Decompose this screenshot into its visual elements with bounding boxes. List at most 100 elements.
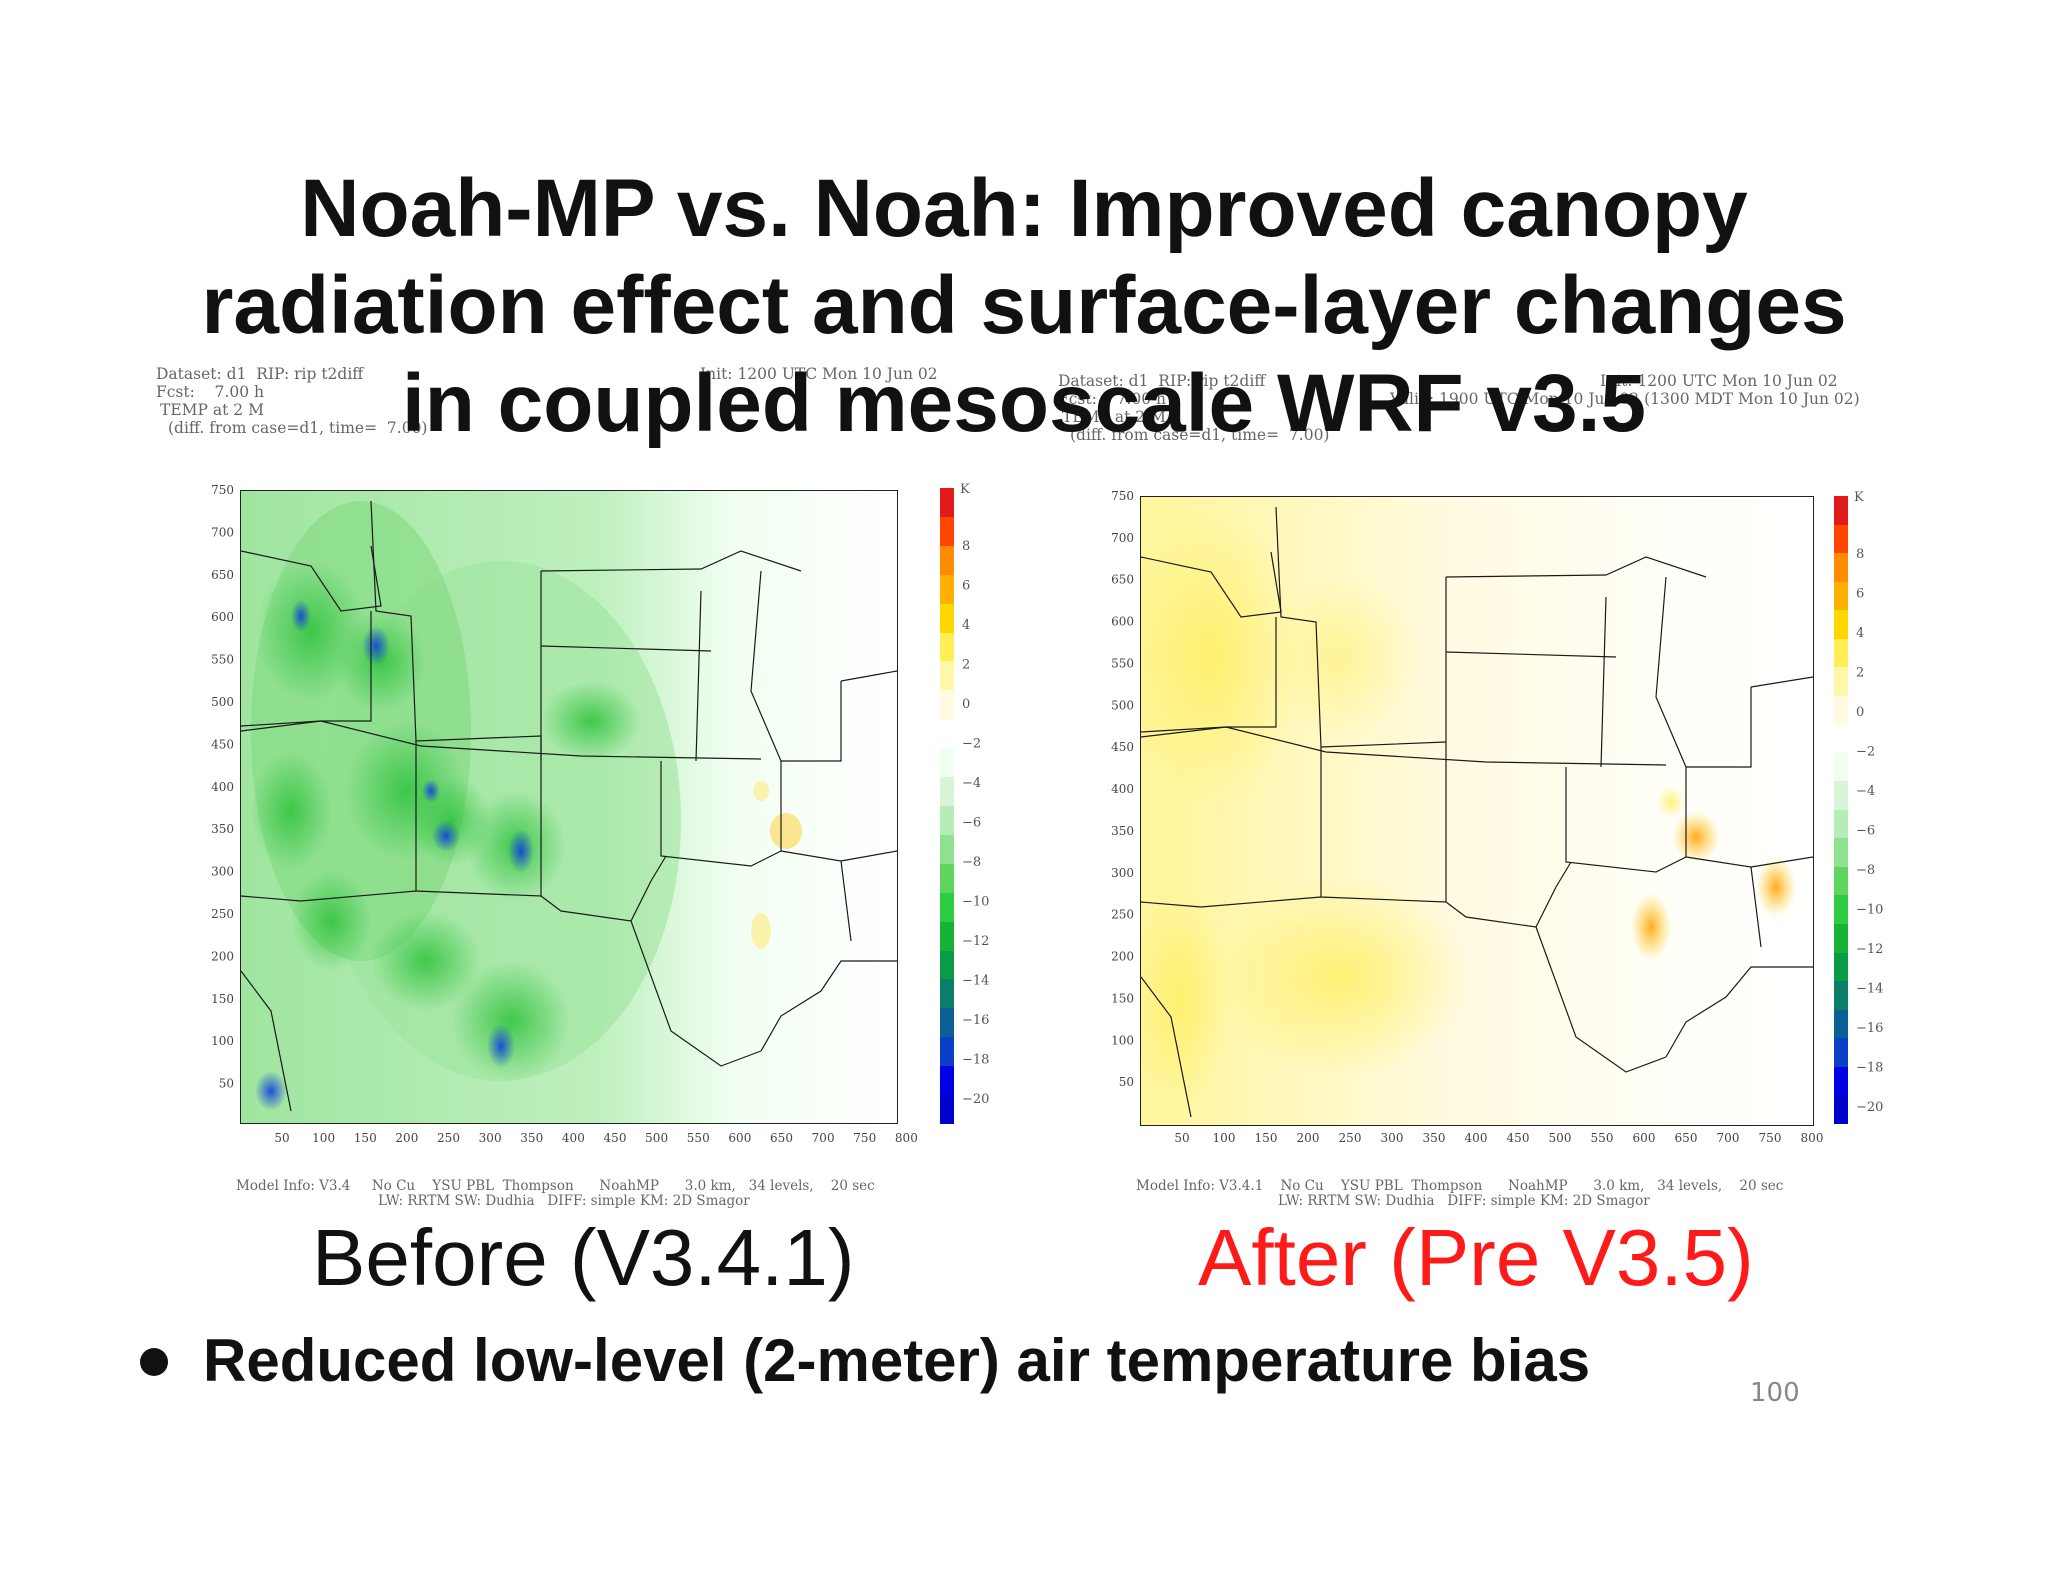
colorbar-label: 0 xyxy=(962,697,970,712)
colorbar-label: −4 xyxy=(962,776,981,791)
y-tick-label: 750 xyxy=(211,484,234,497)
colorbar-label: −14 xyxy=(1856,982,1883,997)
slide-title-line-3: in coupled mesoscale WRF v3.5 xyxy=(401,358,1647,449)
colorbar-label: −14 xyxy=(962,974,989,989)
colorbar-label: −18 xyxy=(962,1053,989,1068)
y-tick-label: 350 xyxy=(1111,824,1134,838)
right-temperature-difference-map xyxy=(1140,496,1814,1126)
colorbar-swatch xyxy=(1834,638,1848,668)
colorbar-swatch xyxy=(940,488,954,517)
y-tick-label: 250 xyxy=(211,907,234,921)
x-tick-label: 50 xyxy=(1174,1131,1189,1145)
left-header-fcst: Fcst: 7.00 h xyxy=(156,383,264,401)
y-tick-label: 50 xyxy=(219,1077,234,1091)
colorbar-label: 6 xyxy=(962,579,970,594)
y-tick-label: 250 xyxy=(1111,908,1134,922)
colorbar-label: −8 xyxy=(1856,863,1875,878)
colorbar-swatch xyxy=(1834,667,1848,696)
colorbar-swatch xyxy=(1834,809,1848,839)
y-tick-label: 400 xyxy=(211,780,234,794)
y-tick-label: 600 xyxy=(1111,615,1134,629)
x-tick-label: 100 xyxy=(1213,1131,1236,1145)
y-tick-label: 350 xyxy=(211,822,234,836)
colorbar-swatch xyxy=(940,1066,954,1096)
y-tick-label: 600 xyxy=(211,610,234,624)
x-tick-label: 700 xyxy=(812,1131,835,1145)
x-tick-label: 400 xyxy=(1465,1131,1488,1145)
colorbar-swatch xyxy=(1834,1038,1848,1067)
colorbar-swatch xyxy=(1834,866,1848,896)
left-x-axis: 50 100 150 200 250 300 350 400 450 500 550 600 650 70… xyxy=(274,1131,917,1145)
slide-title-line-2: radiation effect and surface-layer chang… xyxy=(201,260,1847,351)
y-tick-label: 450 xyxy=(211,737,234,751)
colorbar-label: 4 xyxy=(1856,626,1864,641)
colorbar-label: 2 xyxy=(1856,666,1864,681)
colorbar-swatch xyxy=(1834,981,1848,1010)
x-tick-label: 750 xyxy=(1759,1131,1782,1145)
page-number: 100 xyxy=(1750,1378,1800,1408)
y-tick-label: 200 xyxy=(1111,950,1134,964)
y-tick-label: 500 xyxy=(1111,698,1134,712)
colorbar-swatch xyxy=(940,632,954,662)
colorbar-label: −4 xyxy=(1856,784,1875,799)
right-header-diff: (diff. from case=d1, time= 7.00) xyxy=(1070,426,1330,444)
x-tick-label: 550 xyxy=(1591,1131,1614,1145)
y-tick-label: 700 xyxy=(1111,531,1134,545)
colorbar-swatch xyxy=(1834,724,1848,753)
colorbar-label: −20 xyxy=(962,1092,989,1107)
right-header-fcst: Fcst: 7.00 h xyxy=(1058,390,1166,408)
right-colorbar-unit: K xyxy=(1854,490,1864,505)
colorbar-label: −2 xyxy=(1856,745,1875,760)
colorbar-swatch xyxy=(940,516,954,546)
x-tick-label: 50 xyxy=(274,1131,289,1145)
x-tick-label: 750 xyxy=(853,1131,876,1145)
x-tick-label: 600 xyxy=(1633,1131,1656,1145)
colorbar-swatch xyxy=(1834,838,1848,867)
left-header-init: Init: 1200 UTC Mon 10 Jun 02 xyxy=(700,365,938,383)
colorbar-swatch xyxy=(940,574,954,604)
right-map-field xyxy=(1141,497,1813,1125)
colorbar-swatch xyxy=(1834,496,1848,525)
x-tick-label: 400 xyxy=(562,1131,585,1145)
bullet-text: Reduced low-level (2-meter) air temperat… xyxy=(203,1327,1591,1394)
y-tick-label: 300 xyxy=(211,865,234,879)
colorbar-swatch xyxy=(1834,1066,1848,1096)
colorbar-swatch xyxy=(1834,781,1848,810)
left-map-field xyxy=(241,491,897,1123)
left-y-axis: 750 700 650 600 550 500 450 400 350 300 250 200 150 1… xyxy=(211,484,234,1091)
colorbar-swatch xyxy=(940,834,954,864)
right-x-axis: 50 100 150 200 250 300 350 400 450 500 550 600 650 70… xyxy=(1174,1131,1823,1145)
colorbar-swatch xyxy=(1834,952,1848,982)
y-tick-label: 500 xyxy=(211,695,234,709)
colorbar-swatch xyxy=(1834,581,1848,611)
colorbar-swatch xyxy=(940,690,954,720)
colorbar-swatch xyxy=(940,661,954,691)
right-colorbar-labels: K 8 6 4 2 0 −2 −4 −6 −8 −10 −12 −14 −16 −18 −20 xyxy=(1854,490,1883,1115)
right-y-axis: 750 700 650 600 550 500 450 400 350 300 250 200 150 1… xyxy=(1111,490,1134,1089)
x-tick-label: 500 xyxy=(1549,1131,1572,1145)
colorbar-swatch xyxy=(940,892,954,922)
left-header-field: TEMP at 2 M xyxy=(160,401,264,419)
colorbar-label: −12 xyxy=(962,934,989,949)
colorbar-swatch xyxy=(940,950,954,980)
colorbar-swatch xyxy=(940,1095,954,1124)
y-tick-label: 750 xyxy=(1111,490,1134,503)
colorbar-swatch xyxy=(940,603,954,633)
y-tick-label: 300 xyxy=(1111,866,1134,880)
colorbar-swatch xyxy=(940,1008,954,1038)
colorbar-label: −20 xyxy=(1856,1100,1883,1115)
colorbar-label: −10 xyxy=(1856,903,1883,918)
x-tick-label: 250 xyxy=(437,1131,460,1145)
colorbar-swatch xyxy=(1834,695,1848,725)
slide-title-line-1: Noah-MP vs. Noah: Improved canopy xyxy=(300,163,1748,254)
x-tick-label: 350 xyxy=(1423,1131,1446,1145)
right-header-valid: Valid: 1900 UTC Mon 10 Jun 02 (1300 MDT … xyxy=(1390,390,1860,408)
x-tick-label: 200 xyxy=(395,1131,418,1145)
before-caption: Before (V3.4.1) xyxy=(312,1213,855,1302)
colorbar-swatch xyxy=(1834,524,1848,554)
colorbar-label: 4 xyxy=(962,618,970,633)
y-tick-label: 150 xyxy=(1111,991,1134,1005)
x-tick-label: 300 xyxy=(479,1131,502,1145)
colorbar-swatch xyxy=(1834,610,1848,639)
right-header-dataset: Dataset: d1 RIP: rip t2diff xyxy=(1058,372,1266,390)
